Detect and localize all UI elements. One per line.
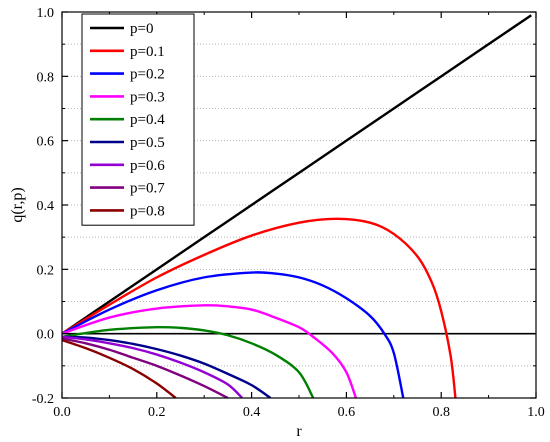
y-tick-label: 0.8 (37, 70, 55, 85)
x-tick-label: 0.0 (53, 405, 71, 420)
y-tick-label: 1.0 (37, 6, 55, 21)
series-line-2 (62, 271, 405, 398)
series-line-3 (62, 304, 358, 398)
series-line-8 (62, 338, 177, 398)
legend-label: p=0.4 (130, 112, 165, 128)
legend-label: p=0.1 (130, 44, 165, 60)
y-tick-label: 0.4 (37, 199, 55, 214)
legend-label: p=0.2 (130, 67, 165, 83)
y-tick-label: 0.0 (37, 328, 55, 343)
legend: p=0 p=0.1 p=0.2 p=0.3 p=0.4 p=0.5 p=0.6 p=0.7 p=… (81, 13, 195, 226)
legend-label: p=0.8 (130, 203, 165, 219)
x-tick-label: 0.6 (338, 405, 356, 420)
series-line-4 (62, 325, 315, 398)
y-axis-title: q(r,p) (9, 187, 26, 222)
legend-label: p=0 (130, 21, 153, 37)
legend-label: p=0.5 (130, 135, 165, 151)
series-line-7 (62, 337, 229, 398)
axes: 0.0 0.2 0.4 0.6 0.8 1.0-0.20.00.20.40.60.81.0 (32, 6, 545, 420)
series-line-5 (62, 335, 272, 398)
y-tick-label: -0.2 (32, 392, 54, 407)
series-line-1 (62, 217, 457, 398)
legend-label: p=0.6 (130, 158, 165, 174)
series-line-6 (62, 335, 243, 398)
legend-label: p=0.7 (130, 181, 165, 197)
series-line-0 (62, 14, 532, 335)
x-axis-title: r (296, 423, 302, 440)
y-tick-label: 0.6 (37, 135, 55, 150)
x-tick-label: 1.0 (527, 405, 545, 420)
x-tick-label: 0.8 (432, 405, 450, 420)
x-tick-label: 0.4 (243, 405, 261, 420)
series-group (62, 14, 532, 398)
legend-label: p=0.3 (130, 89, 165, 105)
x-tick-label: 0.2 (148, 405, 166, 420)
y-tick-label: 0.2 (37, 263, 55, 278)
